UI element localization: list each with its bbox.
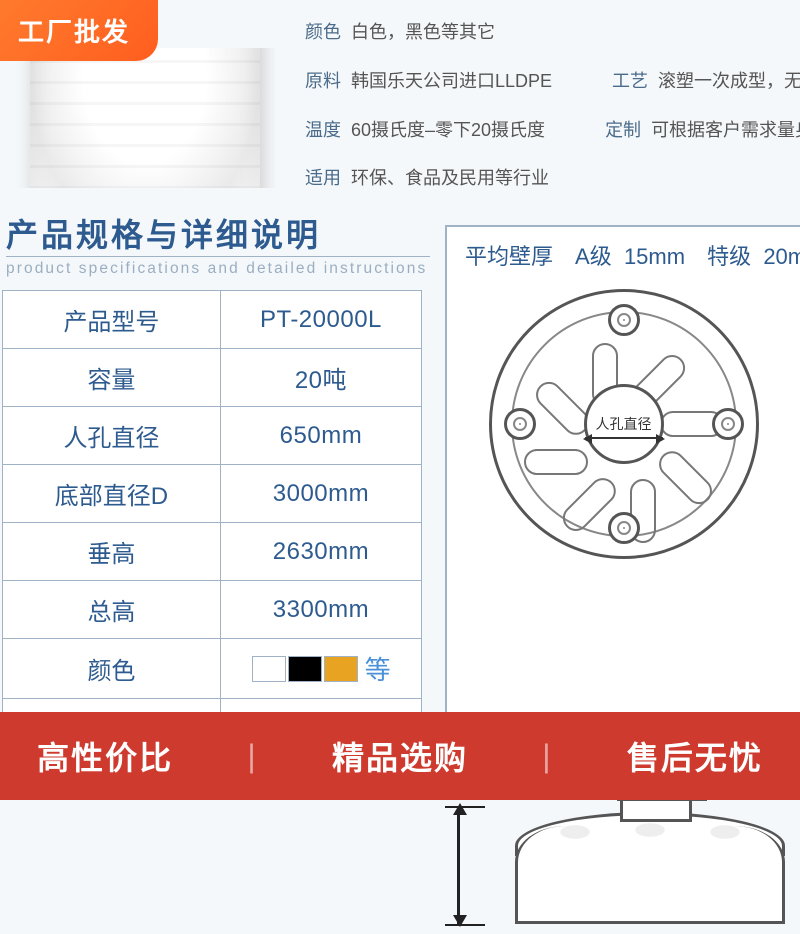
manhole-dim-arrow [585,437,663,439]
spec-label: 人孔直径 [3,407,221,465]
section-title-en: product specifications and detailed inst… [6,256,430,278]
spec-value: 20吨 [220,349,421,407]
attr-item: 适用环保、食品及民用等行业 [305,164,549,193]
tank-body [515,826,785,924]
attr-row: 适用环保、食品及民用等行业 [305,164,800,193]
attr-val: 滚塑一次成型，无缝无焊 [658,71,800,91]
port [712,408,744,440]
swatch-white [252,656,286,682]
spec-label: 总高 [3,581,221,639]
spec-table: 产品型号PT-20000L容量20吨人孔直径650mm底部直径D3000mm垂高… [2,290,422,757]
port-dot [623,319,625,321]
table-row: 产品型号PT-20000L [3,291,422,349]
table-row: 容量20吨 [3,349,422,407]
attr-row: 温度 60摄氏度–零下20摄氏度 定制可根据客户需求量身定制 [305,116,800,145]
port [608,304,640,336]
spec-label: 底部直径D [3,465,221,523]
table-row: 总高3300mm [3,581,422,639]
spec-value: 3000mm [220,465,421,523]
attr-row: 原料韩国乐天公司进口LLDPE 工艺滚塑一次成型，无缝无焊 [305,67,800,96]
banner-sep: | [542,738,552,775]
attr-val: 白色，黑色等其它 [351,22,495,42]
tank-top-view: 人孔直径 [489,289,759,559]
tank-bumps [555,820,745,840]
attr-row: 颜色白色，黑色等其它 [305,18,800,47]
grade-a: A级 15mm [575,239,685,271]
product-photo [10,48,275,188]
table-row: 底部直径D3000mm [3,465,422,523]
swatch-yellow [324,656,358,682]
diagram-header: 平均壁厚 A级 15mm 特级 20mm [465,239,782,271]
banner-item: 售后无忧 [627,733,763,779]
spec-label: 容量 [3,349,221,407]
attr-item: 定制可根据客户需求量身定制 [605,116,800,145]
table-row: 人孔直径650mm [3,407,422,465]
port [504,408,536,440]
swatch-black [288,656,322,682]
spoke-slot [524,449,588,475]
attr-val: 可根据客户需求量身定制 [651,120,800,140]
attr-item: 原料韩国乐天公司进口LLDPE [305,67,552,96]
etc-text: 等 [365,655,392,685]
port-dot [519,423,521,425]
banner-item: 高性价比 [37,733,173,779]
attr-key: 温度 [305,120,341,140]
section-title: 产品规格与详细说明 product specifications and det… [0,210,430,278]
bottom-banner: 高性价比 | 精品选购 | 售后无忧 [0,712,800,800]
height-dim-arrow [457,806,460,924]
port [608,512,640,544]
spec-label: 颜色 [3,639,221,699]
attr-key: 定制 [605,120,641,140]
diagram-area: 平均壁厚 A级 15mm 特级 20mm 人孔直径 [445,225,800,725]
attr-key: 原料 [305,71,341,91]
table-row: 颜色 等 [3,639,422,699]
grade-special: 特级 20mm [707,239,800,271]
factory-badge-text: 工厂批发 [18,17,130,47]
attr-key: 工艺 [612,71,648,91]
spec-label: 垂高 [3,523,221,581]
avg-thickness-label: 平均壁厚 [465,239,553,271]
tank-ribs [30,48,260,188]
attr-val: 韩国乐天公司进口LLDPE [351,71,552,91]
attr-val: 环保、食品及民用等行业 [351,168,549,188]
spec-value: 2630mm [220,523,421,581]
attr-key: 适用 [305,168,341,188]
banner-item: 精品选购 [332,733,468,779]
attr-item: 温度 60摄氏度–零下20摄氏度 [305,116,545,145]
attr-key: 颜色 [305,22,341,42]
spec-label: 产品型号 [3,291,221,349]
spec-value: 等 [220,639,421,699]
spec-value: PT-20000L [220,291,421,349]
tank-side-view [445,784,795,934]
manhole-label: 人孔直径 [596,414,652,434]
spec-value: 650mm [220,407,421,465]
attr-item: 颜色白色，黑色等其它 [305,18,495,47]
attr-val: 60摄氏度–零下20摄氏度 [351,120,545,140]
port-dot [623,527,625,529]
banner-sep: | [247,738,257,775]
attr-item: 工艺滚塑一次成型，无缝无焊 [612,67,800,96]
spec-value: 3300mm [220,581,421,639]
table-row: 垂高2630mm [3,523,422,581]
section-title-cn: 产品规格与详细说明 [6,210,430,256]
port-dot [727,423,729,425]
tank-shape [30,48,260,188]
attributes-block: 颜色白色，黑色等其它原料韩国乐天公司进口LLDPE 工艺滚塑一次成型，无缝无焊温度… [305,18,800,213]
factory-badge: 工厂批发 [0,0,158,61]
